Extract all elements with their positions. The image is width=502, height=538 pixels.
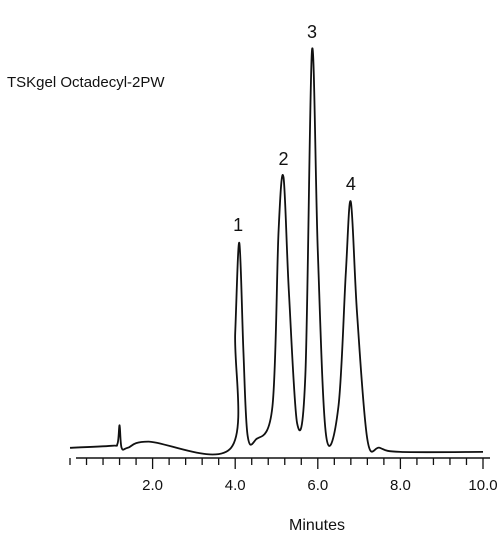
- x-axis-ticks: [69, 458, 484, 469]
- x-tick-label: 2.0: [142, 477, 163, 494]
- peak-label: 1: [233, 215, 243, 235]
- x-axis-tick-labels: 2.0 4.0 6.0 8.0 10.0: [142, 477, 497, 494]
- x-tick-label: 8.0: [390, 477, 411, 494]
- peak-label: 2: [279, 149, 289, 169]
- peak-label: 4: [346, 174, 356, 194]
- x-tick-label: 10.0: [468, 477, 497, 494]
- chart-title: TSKgel Octadecyl-2PW: [7, 74, 165, 91]
- peak-label: 3: [307, 22, 317, 42]
- chromatogram-trace: [69, 47, 484, 456]
- peak-labels: 1 2 3 4: [233, 22, 356, 235]
- x-tick-label: 4.0: [225, 477, 246, 494]
- x-tick-label: 6.0: [307, 477, 328, 494]
- x-axis-label: Minutes: [289, 517, 345, 534]
